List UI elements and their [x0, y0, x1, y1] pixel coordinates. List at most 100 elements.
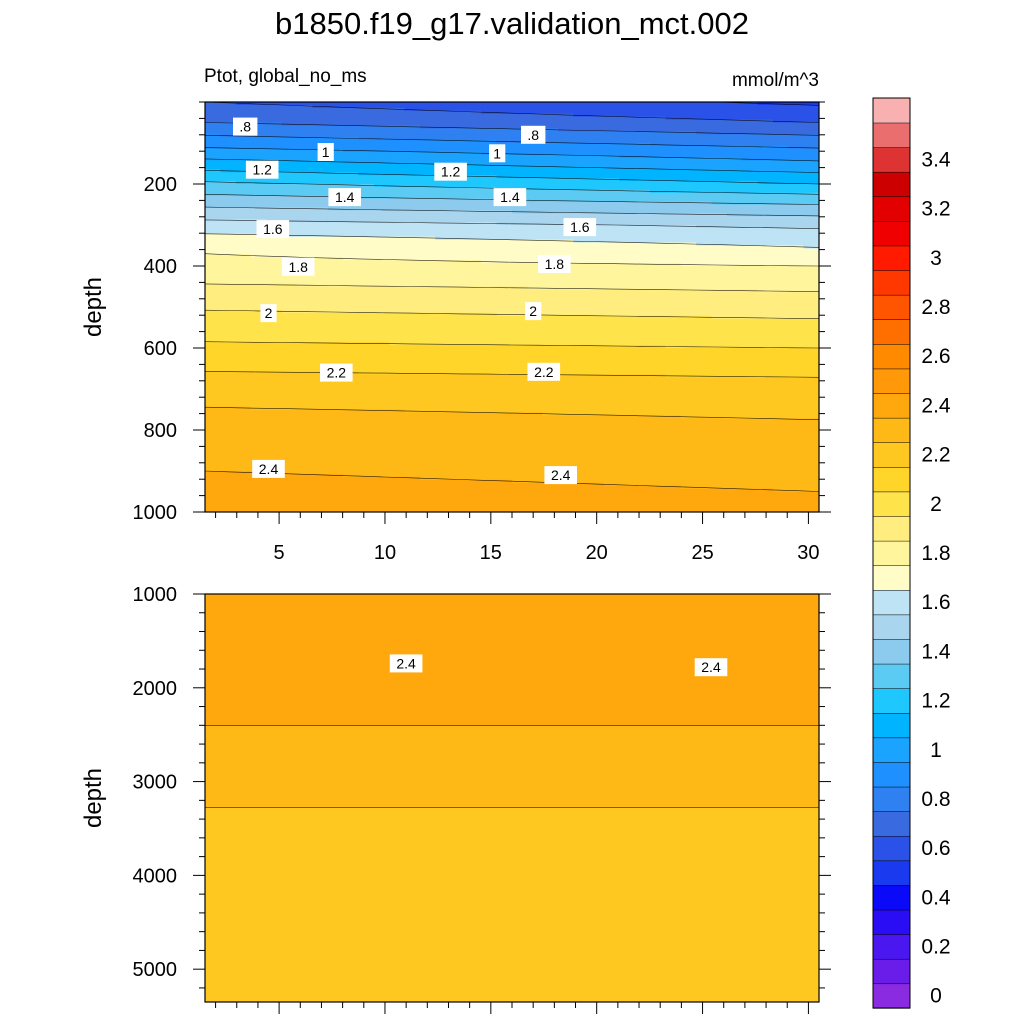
heatmap-cell: [358, 102, 375, 106]
heatmap-cell: [266, 506, 283, 510]
heatmap-cell: [251, 312, 267, 317]
heatmap-cell: [726, 386, 743, 390]
heatmap-cell: [312, 359, 329, 364]
heatmap-cell: [205, 154, 221, 159]
heatmap-cell: [281, 189, 298, 194]
heatmap-cell: [373, 359, 390, 364]
heatmap-cell: [588, 456, 605, 460]
heatmap-cell: [419, 406, 436, 411]
heatmap-cell: [542, 350, 559, 355]
heatmap-cell: [573, 421, 590, 425]
heatmap-cell: [604, 204, 621, 209]
heatmap-cell: [205, 292, 221, 296]
heatmap-cell: [465, 345, 482, 349]
heatmap-cell: [726, 128, 743, 132]
heatmap-cell: [619, 403, 636, 408]
heatmap-cell: [465, 509, 482, 512]
heatmap-cell: [711, 195, 728, 200]
heatmap-cell: [481, 473, 498, 478]
heatmap-cell: [726, 400, 743, 405]
heatmap-cell: [465, 374, 482, 378]
heatmap-cell: [558, 389, 574, 393]
heatmap-cell: [558, 145, 574, 150]
heatmap-cell: [220, 242, 237, 247]
heatmap-cell: [588, 424, 605, 428]
heatmap-cell: [281, 503, 298, 507]
heatmap-cell: [742, 119, 759, 124]
heatmap-cell: [496, 254, 513, 258]
heatmap-cell: [650, 242, 667, 247]
heatmap-cell: [220, 312, 237, 317]
heatmap-cell: [281, 391, 298, 396]
heatmap-cell: [251, 397, 267, 402]
heatmap-cell: [419, 271, 436, 276]
heatmap-cell: [419, 497, 436, 501]
heatmap-cell: [634, 333, 651, 337]
heatmap-cell: [419, 257, 436, 261]
heatmap-cell: [373, 107, 390, 112]
heatmap-cell: [573, 257, 590, 261]
heatmap-cell: [650, 198, 667, 203]
heatmap-cell: [696, 178, 713, 182]
heatmap-cell: [389, 312, 406, 317]
heatmap-cell: [696, 280, 713, 285]
heatmap-cell: [373, 248, 390, 252]
heatmap-cell: [696, 113, 713, 118]
heatmap-cell: [726, 389, 743, 393]
heatmap-cell: [281, 345, 298, 349]
heatmap-cell: [266, 239, 283, 244]
heatmap-cell: [558, 242, 574, 247]
heatmap-cell: [650, 353, 667, 358]
heatmap-cell: [465, 257, 482, 261]
heatmap-cell: [619, 356, 636, 361]
heatmap-cell: [404, 189, 421, 194]
heatmap-cell: [696, 491, 713, 496]
heatmap-cell: [419, 137, 436, 141]
heatmap-cell: [404, 430, 421, 434]
heatmap-cell: [711, 365, 728, 370]
heatmap-cell: [512, 104, 528, 109]
heatmap-cell: [419, 119, 436, 124]
heatmap-cell: [205, 377, 221, 381]
heatmap-cell: [742, 172, 759, 176]
heatmap-cell: [481, 345, 498, 349]
heatmap-cell: [726, 119, 743, 124]
heatmap-cell: [297, 359, 314, 364]
heatmap-cell: [542, 280, 559, 285]
heatmap-cell: [527, 166, 544, 170]
heatmap-cell: [634, 485, 651, 490]
heatmap-cell: [358, 312, 375, 317]
heatmap-cell: [404, 450, 421, 455]
heatmap-cell: [389, 453, 406, 457]
heatmap-cell: [496, 204, 513, 209]
heatmap-cell: [711, 169, 728, 173]
heatmap-cell: [389, 397, 406, 402]
heatmap-cell: [404, 292, 421, 296]
heatmap-cell: [696, 192, 713, 197]
heatmap-cell: [297, 389, 314, 393]
heatmap-cell: [220, 359, 237, 364]
heatmap-cell: [588, 189, 605, 194]
heatmap-cell: [496, 462, 513, 466]
heatmap-cell: [297, 412, 314, 416]
heatmap-cell: [619, 239, 636, 244]
heatmap-cell: [650, 160, 667, 165]
heatmap-cell: [235, 421, 252, 425]
heatmap-cell: [481, 430, 498, 434]
heatmap-cell: [327, 383, 344, 387]
heatmap-cell: [281, 403, 298, 408]
heatmap-cell: [235, 444, 252, 449]
heatmap-cell: [619, 389, 636, 393]
heatmap-cell: [266, 207, 283, 211]
heatmap-cell: [281, 336, 298, 340]
heatmap-cell: [281, 210, 298, 214]
heatmap-cell: [588, 260, 605, 264]
heatmap-cell: [696, 427, 713, 431]
heatmap-cell: [619, 380, 636, 384]
heatmap-cell: [742, 286, 759, 291]
heatmap-cell: [726, 318, 743, 323]
heatmap-cell: [542, 189, 559, 194]
heatmap-cell: [220, 509, 237, 512]
heatmap-cell: [404, 131, 421, 135]
heatmap-cell: [435, 239, 452, 244]
